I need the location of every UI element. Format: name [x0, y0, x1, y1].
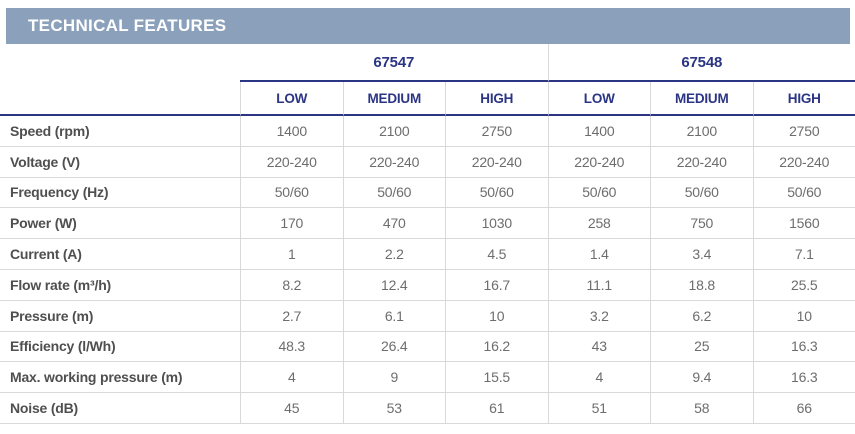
value-cell: 1400 [547, 116, 650, 147]
row-label: Efficiency (l/Wh) [0, 332, 240, 363]
value-cell: 10 [445, 300, 548, 332]
value-cell: 220-240 [650, 146, 753, 178]
product-column-header-67548: 67548 [547, 44, 855, 82]
value-cell: 50/60 [752, 177, 855, 209]
value-cell: 43 [547, 331, 650, 363]
value-cell: 9.4 [650, 362, 753, 394]
product-column-header-67547: 67547 [240, 44, 548, 82]
subheader-spacer [0, 82, 240, 116]
value-cell: 11.1 [547, 269, 650, 301]
value-cell: 7.1 [752, 239, 855, 270]
speed-level-header-low-67548: LOW [547, 82, 650, 116]
value-cell: 258 [547, 208, 650, 240]
value-cell: 51 [547, 393, 650, 424]
speed-level-header-high-67548: HIGH [752, 82, 855, 116]
technical-features-table: 67547 67548 LOW MEDIUM HIGH LOW MEDIUM H… [0, 44, 855, 424]
value-cell: 4 [240, 362, 343, 394]
value-cell: 16.2 [445, 331, 548, 363]
value-cell: 1.4 [547, 239, 650, 270]
value-cell: 220-240 [240, 146, 343, 178]
value-cell: 220-240 [342, 146, 445, 178]
speed-level-header-medium-67548: MEDIUM [650, 82, 753, 116]
value-cell: 25.5 [752, 269, 855, 301]
value-cell: 26.4 [342, 331, 445, 363]
value-cell: 2750 [445, 116, 548, 147]
speed-level-header-high-67547: HIGH [445, 82, 548, 116]
value-cell: 470 [342, 208, 445, 240]
row-label: Speed (rpm) [0, 116, 240, 147]
value-cell: 48.3 [240, 331, 343, 363]
value-cell: 66 [752, 393, 855, 424]
value-cell: 6.2 [650, 300, 753, 332]
value-cell: 50/60 [342, 177, 445, 209]
value-cell: 1400 [240, 116, 343, 147]
row-label: Power (W) [0, 208, 240, 240]
row-label: Current (A) [0, 239, 240, 270]
value-cell: 25 [650, 331, 753, 363]
value-cell: 1030 [445, 208, 548, 240]
value-cell: 50/60 [240, 177, 343, 209]
value-cell: 9 [342, 362, 445, 394]
section-title: TECHNICAL FEATURES [28, 16, 227, 35]
value-cell: 220-240 [547, 146, 650, 178]
value-cell: 220-240 [752, 146, 855, 178]
row-label: Noise (dB) [0, 393, 240, 424]
value-cell: 53 [342, 393, 445, 424]
value-cell: 2.2 [342, 239, 445, 270]
value-cell: 50/60 [547, 177, 650, 209]
value-cell: 10 [752, 300, 855, 332]
value-cell: 220-240 [445, 146, 548, 178]
value-cell: 12.4 [342, 269, 445, 301]
value-cell: 2750 [752, 116, 855, 147]
value-cell: 18.8 [650, 269, 753, 301]
row-label: Voltage (V) [0, 147, 240, 178]
row-label: Pressure (m) [0, 301, 240, 332]
section-header-bar: TECHNICAL FEATURES [6, 8, 850, 44]
value-cell: 2100 [342, 116, 445, 147]
value-cell: 6.1 [342, 300, 445, 332]
row-label: Flow rate (m³/h) [0, 270, 240, 301]
row-label: Frequency (Hz) [0, 178, 240, 209]
value-cell: 4 [547, 362, 650, 394]
value-cell: 3.4 [650, 239, 753, 270]
value-cell: 45 [240, 393, 343, 424]
value-cell: 16.7 [445, 269, 548, 301]
value-cell: 2100 [650, 116, 753, 147]
value-cell: 15.5 [445, 362, 548, 394]
value-cell: 170 [240, 208, 343, 240]
speed-level-header-medium-67547: MEDIUM [342, 82, 445, 116]
corner-spacer [0, 44, 240, 82]
value-cell: 50/60 [650, 177, 753, 209]
value-cell: 58 [650, 393, 753, 424]
value-cell: 2.7 [240, 300, 343, 332]
value-cell: 16.3 [752, 331, 855, 363]
value-cell: 61 [445, 393, 548, 424]
value-cell: 3.2 [547, 300, 650, 332]
value-cell: 1560 [752, 208, 855, 240]
row-label: Max. working pressure (m) [0, 362, 240, 394]
value-cell: 50/60 [445, 177, 548, 209]
value-cell: 16.3 [752, 362, 855, 394]
value-cell: 1 [240, 239, 343, 270]
value-cell: 4.5 [445, 239, 548, 270]
value-cell: 750 [650, 208, 753, 240]
value-cell: 8.2 [240, 269, 343, 301]
speed-level-header-low-67547: LOW [240, 82, 343, 116]
